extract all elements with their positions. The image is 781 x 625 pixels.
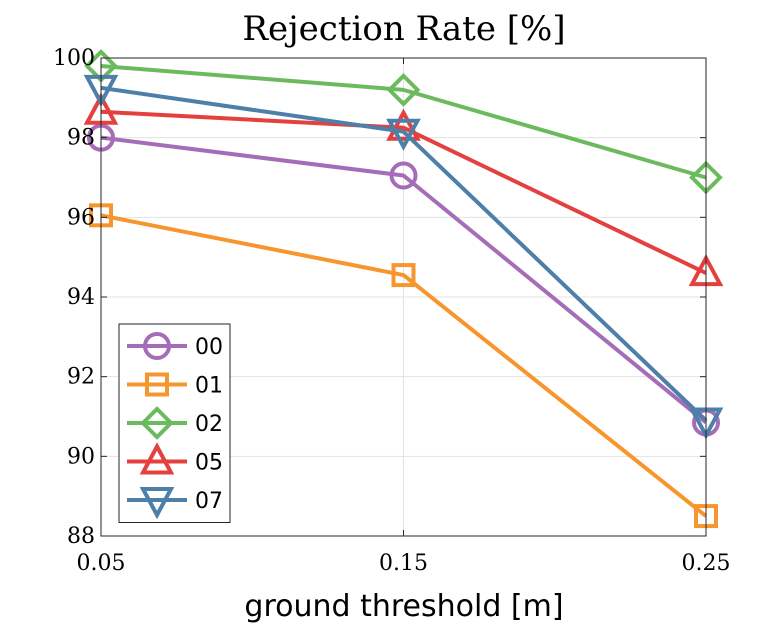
legend-marker bbox=[139, 442, 175, 475]
chart-title: Rejection Rate [%] bbox=[242, 9, 565, 49]
y-tick-label: 88 bbox=[67, 524, 95, 549]
axis-ticks: 88 90 92 94 96 98 100 0.05 0.15 0.25 bbox=[53, 46, 730, 576]
data-point bbox=[389, 161, 418, 190]
legend-item-01: 01 bbox=[127, 372, 223, 399]
y-tick-label: 100 bbox=[53, 46, 95, 71]
series-line bbox=[100, 63, 707, 180]
y-tick-label: 94 bbox=[67, 285, 95, 310]
legend-marker bbox=[140, 406, 174, 440]
series-line bbox=[100, 213, 708, 518]
legend-label: 07 bbox=[195, 489, 223, 514]
legend-item-05: 05 bbox=[127, 442, 223, 476]
y-tick-label: 96 bbox=[67, 205, 95, 230]
x-axis-label: ground threshold [m] bbox=[244, 589, 563, 624]
legend-item-02: 02 bbox=[127, 406, 223, 440]
series-line bbox=[100, 85, 708, 422]
legend-item-07: 07 bbox=[127, 487, 223, 520]
y-tick-label: 90 bbox=[67, 444, 95, 469]
legend-marker bbox=[139, 487, 175, 520]
legend: 00 01 02 05 07 bbox=[118, 323, 231, 523]
legend-item-00: 00 bbox=[127, 332, 223, 360]
data-point bbox=[386, 108, 421, 141]
legend-label: 02 bbox=[195, 412, 223, 437]
legend-label: 00 bbox=[195, 335, 223, 360]
data-point bbox=[386, 73, 421, 107]
data-point bbox=[386, 118, 421, 151]
series-layer bbox=[83, 49, 724, 529]
series-00 bbox=[87, 123, 720, 437]
legend-label: 01 bbox=[195, 374, 223, 399]
series-line bbox=[100, 109, 707, 275]
data-point bbox=[391, 263, 416, 288]
y-tick-label: 98 bbox=[67, 126, 95, 151]
series-line bbox=[100, 135, 708, 425]
x-tick-label: 0.15 bbox=[379, 551, 428, 576]
x-tick-label: 0.25 bbox=[682, 551, 731, 576]
y-tick-label: 92 bbox=[67, 365, 95, 390]
legend-label: 05 bbox=[195, 451, 223, 476]
legend-marker bbox=[143, 332, 171, 360]
x-tick-label: 0.05 bbox=[77, 551, 126, 576]
legend-marker bbox=[145, 372, 169, 397]
